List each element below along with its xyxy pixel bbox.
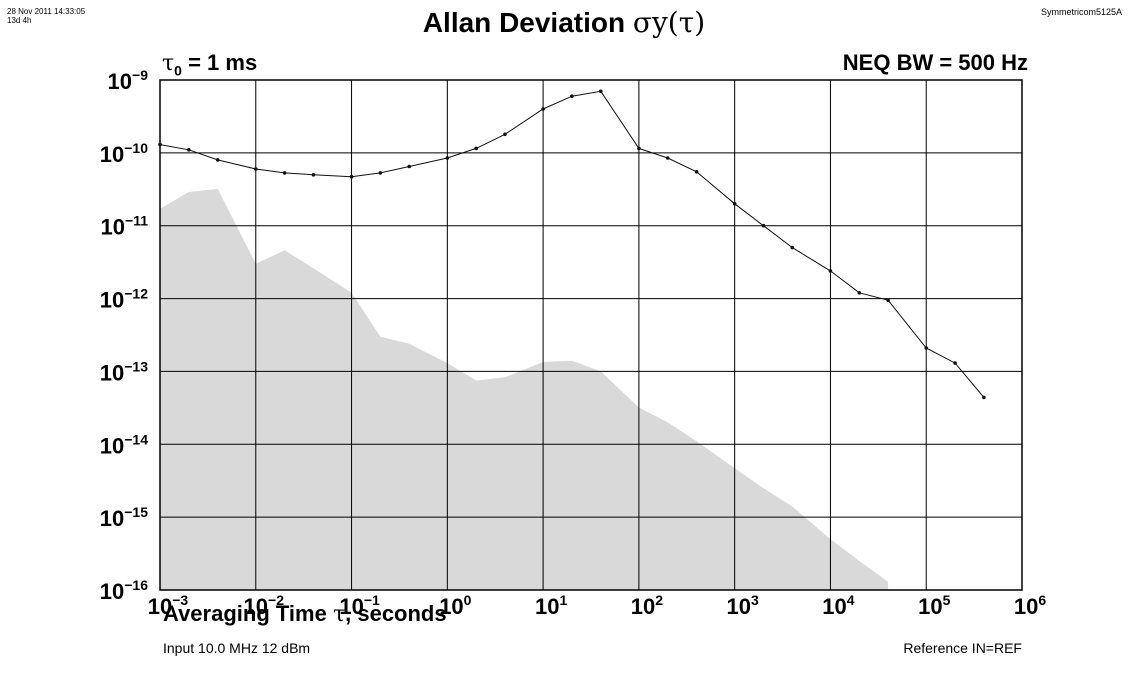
tau0-symbol: τ	[162, 51, 175, 76]
x-axis-label-symbol: τ	[332, 602, 346, 627]
noise-floor-area	[160, 188, 889, 590]
chart-title-symbol: σy(τ)	[632, 6, 706, 39]
data-point	[790, 245, 795, 250]
y-tick-label: 10−15	[100, 504, 148, 531]
data-point	[857, 291, 862, 295]
chart-title-text: Allan Deviation	[422, 7, 626, 38]
data-point	[886, 298, 890, 303]
timestamp-elapsed: 13d 4h	[7, 16, 32, 25]
x-axis-label-after: , seconds	[345, 601, 447, 626]
y-tick-label: 10−12	[100, 286, 148, 313]
data-point	[158, 142, 162, 147]
x-tick-label: 103	[727, 592, 759, 619]
data-point	[311, 173, 316, 177]
data-point	[503, 132, 507, 137]
x-tick-label: 102	[631, 592, 663, 619]
data-point	[349, 174, 354, 179]
reference-note: Reference IN=REF	[903, 640, 1022, 656]
y-tick-label: 10−9	[108, 67, 149, 94]
data-point	[732, 202, 737, 206]
timestamp: 28 Nov 2011 14:33:05 13d 4h	[7, 7, 85, 25]
tau0-subscript: 0	[174, 62, 182, 79]
data-point	[924, 346, 928, 350]
data-point	[570, 94, 574, 98]
x-tick-label: 105	[918, 592, 950, 619]
data-point	[541, 107, 545, 111]
x-tick-label: 106	[1014, 592, 1046, 619]
y-tick-label: 10−14	[100, 431, 148, 458]
x-tick-label: 104	[822, 592, 854, 619]
data-point	[599, 89, 603, 94]
x-tick-label: 10−1	[339, 592, 380, 619]
data-point	[407, 164, 412, 169]
x-tick-label: 100	[439, 592, 471, 619]
x-tick-label: 10−2	[244, 592, 285, 619]
data-point	[694, 170, 699, 174]
timestamp-date: 28 Nov 2011 14:33:05	[7, 7, 86, 16]
data-point	[953, 361, 957, 365]
data-point	[474, 146, 479, 151]
tau0-label: τ0 = 1 ms	[162, 50, 257, 78]
y-tick-label: 10−11	[101, 213, 149, 240]
x-tick-label: 10−3	[148, 592, 189, 619]
data-point	[445, 156, 450, 160]
data-point	[282, 171, 287, 175]
data-point	[665, 156, 670, 160]
y-tick-label: 10−10	[100, 140, 148, 167]
x-axis-label-before: Averaging Time	[163, 601, 333, 626]
data-point	[187, 148, 191, 152]
data-point	[761, 223, 766, 228]
tau0-value: = 1 ms	[181, 50, 258, 75]
data-point	[982, 395, 986, 400]
instrument-label: Symmetricom5125A	[1040, 7, 1122, 17]
data-point	[828, 269, 833, 273]
y-tick-label: 10−16	[100, 577, 148, 604]
data-point	[378, 171, 383, 175]
y-tick-label: 10−13	[100, 358, 148, 385]
x-axis-label: Averaging Time τ, seconds	[163, 601, 447, 627]
plot-frame	[159, 79, 1023, 591]
x-tick-label: 101	[535, 592, 567, 619]
neq-bandwidth-label: NEQ BW = 500 Hz	[842, 50, 1028, 75]
input-note: Input 10.0 MHz 12 dBm	[163, 640, 311, 656]
data-point	[254, 167, 258, 171]
chart-title: Allan Deviation σy(τ)	[0, 6, 1128, 39]
data-point	[215, 158, 220, 162]
data-point	[637, 146, 641, 151]
